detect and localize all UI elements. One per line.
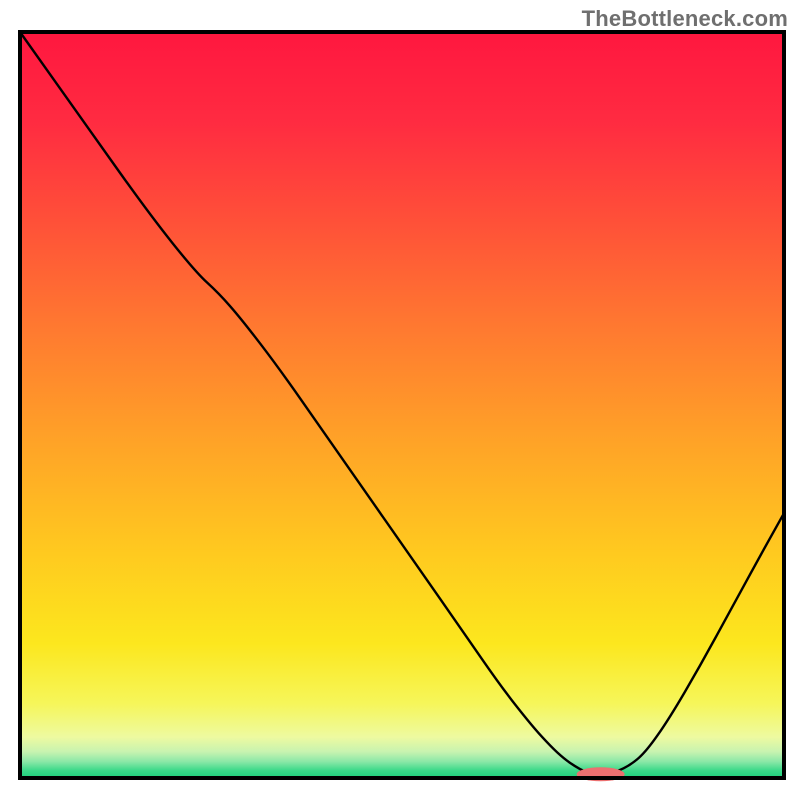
bottleneck-chart <box>0 0 800 800</box>
plot-background <box>20 32 784 778</box>
chart-container: TheBottleneck.com <box>0 0 800 800</box>
watermark-text: TheBottleneck.com <box>582 6 788 32</box>
